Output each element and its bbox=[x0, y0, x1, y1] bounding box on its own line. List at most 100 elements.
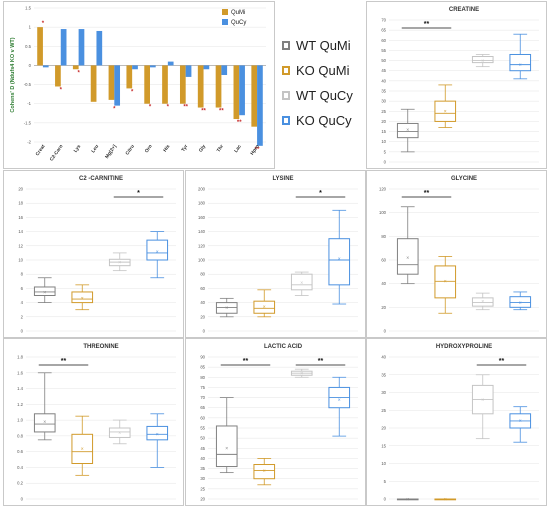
y-tick-label: 160 bbox=[198, 215, 206, 220]
sig-annotation: ** bbox=[219, 109, 224, 115]
box-ko-qucy: × bbox=[509, 33, 532, 80]
mean-marker: × bbox=[338, 256, 341, 262]
y-tick-label: 35 bbox=[200, 466, 205, 471]
panel-title: LACTIC ACID bbox=[264, 344, 303, 350]
panel-title: CREATINE bbox=[449, 7, 479, 13]
bar-qumi-tyr bbox=[179, 65, 186, 104]
y-tick-label: 20 bbox=[200, 314, 205, 319]
box-iqr bbox=[328, 238, 351, 286]
y-tick-label: 25 bbox=[381, 408, 386, 413]
y-tick-label: 100 bbox=[379, 210, 387, 215]
legend-item-wt-qucy: WT QuCy bbox=[282, 88, 353, 103]
mean-marker: × bbox=[444, 279, 447, 285]
mean-marker: × bbox=[519, 300, 522, 306]
y-tick-label: 70 bbox=[381, 18, 386, 23]
box-iqr bbox=[215, 425, 238, 468]
box-wt-qumi: × bbox=[396, 497, 419, 503]
y-tick-label: 0 bbox=[384, 160, 387, 165]
sig-label: ** bbox=[243, 358, 249, 365]
panel-title: GLYCINE bbox=[451, 176, 477, 182]
mean-marker: × bbox=[481, 397, 484, 403]
box-wt-qucy: × bbox=[471, 54, 494, 68]
y-tick-label: 85 bbox=[200, 365, 205, 370]
creatine-boxplot: CREATINE7065605550454035302520151050××××… bbox=[381, 7, 539, 165]
mean-marker: × bbox=[156, 432, 159, 438]
lacticacid-boxplot: LACTIC ACID 90 85 80 75 70 65 60 55 50 45 40 35 30 25 2… bbox=[200, 344, 358, 502]
y-tick-label: 1.6 bbox=[17, 370, 23, 375]
sig-annotation: ** bbox=[237, 120, 242, 126]
y-tick-label: 120 bbox=[198, 243, 206, 248]
box-ko-qumi: × bbox=[434, 256, 457, 314]
box-iqr bbox=[108, 427, 131, 438]
box-iqr bbox=[253, 300, 276, 314]
y-tick-label: 0 bbox=[29, 63, 32, 68]
sig-label: ** bbox=[318, 358, 324, 365]
bar-qucy-orn bbox=[150, 65, 156, 68]
creatine-panel: CREATINE 70 65 60 55 50 45 40 35 30 25 20 15 10 5 0 × × × ×… bbox=[366, 1, 547, 169]
mean-marker: × bbox=[156, 249, 159, 255]
y-tick-label: 55 bbox=[200, 426, 205, 431]
y-tick-label: 5 bbox=[384, 479, 387, 484]
x-tick-label: His bbox=[162, 143, 171, 153]
y-tick-label: 20 bbox=[18, 187, 23, 192]
y-tick-label: 1 bbox=[29, 25, 32, 30]
y-tick-label: 0.8 bbox=[17, 433, 23, 438]
mean-marker: × bbox=[300, 371, 303, 377]
y-tick-label: 55 bbox=[381, 48, 386, 53]
y-tick-label: 35 bbox=[381, 89, 386, 94]
box-iqr bbox=[434, 100, 457, 122]
y-tick-label: 2 bbox=[21, 314, 24, 319]
threonine-panel: THREONINE 1.8 1.6 1.4 1.2 1.0 0.8 0.6 0.4 0.2 0 × × ×… bbox=[3, 338, 184, 506]
box-iqr bbox=[71, 291, 94, 304]
threonine-boxplot: THREONINE 1.8 1.6 1.4 1.2 1.0 0.8 0.6 0.4 0.2 0 × × ×… bbox=[17, 344, 176, 502]
legend-item-wt-qumi: WT QuMi bbox=[282, 38, 351, 53]
box-ko-qumi: × bbox=[71, 415, 94, 476]
y-tick-label: 10 bbox=[18, 258, 23, 263]
legend-swatch-qumi bbox=[222, 9, 228, 15]
y-tick-label: 15 bbox=[381, 129, 386, 134]
box-wt-qumi: × bbox=[33, 277, 56, 304]
box-iqr bbox=[71, 433, 94, 464]
y-tick-label: 65 bbox=[200, 405, 205, 410]
box-wt-qumi: × bbox=[215, 297, 238, 318]
bar-qumi-lac bbox=[233, 65, 240, 120]
y-tick-label: 14 bbox=[18, 229, 23, 234]
legend-item-ko-qucy: KO QuCy bbox=[282, 113, 352, 128]
y-tick-label: 0 bbox=[21, 329, 24, 334]
sig-label: ** bbox=[61, 358, 67, 365]
legend-label: WT QuMi bbox=[296, 38, 351, 53]
sig-annotation: * bbox=[60, 87, 63, 93]
y-tick-label: 30 bbox=[381, 99, 386, 104]
box-ko-qumi: × bbox=[434, 497, 457, 503]
y-tick-label: 65 bbox=[381, 28, 386, 33]
y-tick-label: 40 bbox=[381, 281, 386, 286]
mean-marker: × bbox=[300, 281, 303, 287]
x-tick-label: Thr bbox=[216, 144, 225, 154]
y-tick-label: 100 bbox=[198, 258, 206, 263]
box-iqr bbox=[509, 53, 532, 72]
y-tick-label: 45 bbox=[381, 68, 386, 73]
bar-qucy-lac bbox=[239, 65, 245, 116]
box-iqr bbox=[146, 239, 169, 261]
y-tick-label: 80 bbox=[200, 272, 205, 277]
x-tick-label: Tyr bbox=[180, 144, 189, 153]
box-wt-qumi: × bbox=[396, 108, 419, 153]
y-tick-label: 1.4 bbox=[17, 386, 23, 391]
box-wt-qumi: × bbox=[396, 206, 419, 285]
y-tick-label: 60 bbox=[381, 38, 386, 43]
y-tick-label: -2 bbox=[27, 140, 31, 145]
y-tick-label: -1 bbox=[27, 101, 31, 106]
y-tick-label: 12 bbox=[18, 243, 23, 248]
y-tick-label: 20 bbox=[200, 497, 205, 502]
box-iqr bbox=[396, 238, 419, 275]
y-tick-label: 180 bbox=[198, 201, 206, 206]
box-ko-qucy: × bbox=[509, 291, 532, 311]
y-tick-label: 70 bbox=[200, 395, 205, 400]
box-ko-qumi: × bbox=[434, 84, 457, 128]
legend-swatch bbox=[282, 91, 290, 100]
y-tick-label: 50 bbox=[381, 58, 386, 63]
bar-qumi-creat bbox=[37, 27, 43, 66]
x-tick-label: Leu bbox=[90, 144, 100, 154]
box-ko-qucy: × bbox=[328, 209, 351, 305]
mean-marker: × bbox=[225, 446, 228, 452]
